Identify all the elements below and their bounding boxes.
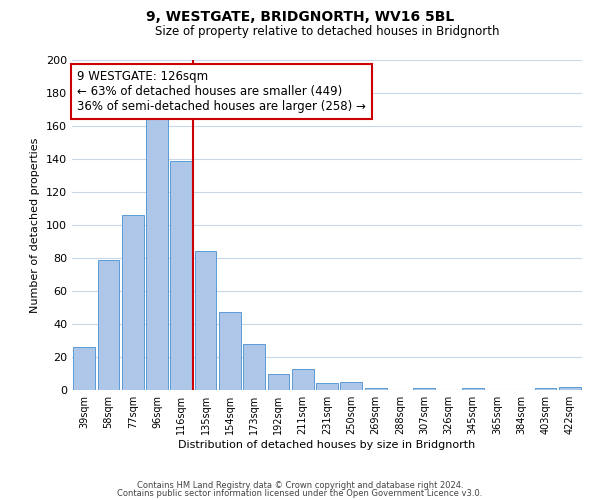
Text: 9, WESTGATE, BRIDGNORTH, WV16 5BL: 9, WESTGATE, BRIDGNORTH, WV16 5BL (146, 10, 454, 24)
Bar (219, 312, 241, 390)
Bar (365, 388, 386, 390)
Text: Contains public sector information licensed under the Open Government Licence v3: Contains public sector information licen… (118, 488, 482, 498)
Bar (97, 260, 119, 390)
Bar (462, 388, 484, 390)
Bar (316, 384, 338, 390)
Text: Contains HM Land Registry data © Crown copyright and database right 2024.: Contains HM Land Registry data © Crown c… (137, 481, 463, 490)
Bar (268, 374, 289, 390)
Bar (292, 368, 314, 390)
Bar (535, 388, 556, 390)
Bar (170, 160, 192, 390)
Bar (413, 388, 435, 390)
Title: Size of property relative to detached houses in Bridgnorth: Size of property relative to detached ho… (155, 25, 499, 38)
Bar (559, 386, 581, 390)
Bar (122, 215, 143, 390)
Bar (73, 347, 95, 390)
Bar (340, 382, 362, 390)
Text: 9 WESTGATE: 126sqm
← 63% of detached houses are smaller (449)
36% of semi-detach: 9 WESTGATE: 126sqm ← 63% of detached hou… (77, 70, 366, 113)
Bar (194, 252, 217, 390)
Bar (243, 344, 265, 390)
X-axis label: Distribution of detached houses by size in Bridgnorth: Distribution of detached houses by size … (178, 440, 476, 450)
Bar (146, 116, 168, 390)
Y-axis label: Number of detached properties: Number of detached properties (31, 138, 40, 312)
